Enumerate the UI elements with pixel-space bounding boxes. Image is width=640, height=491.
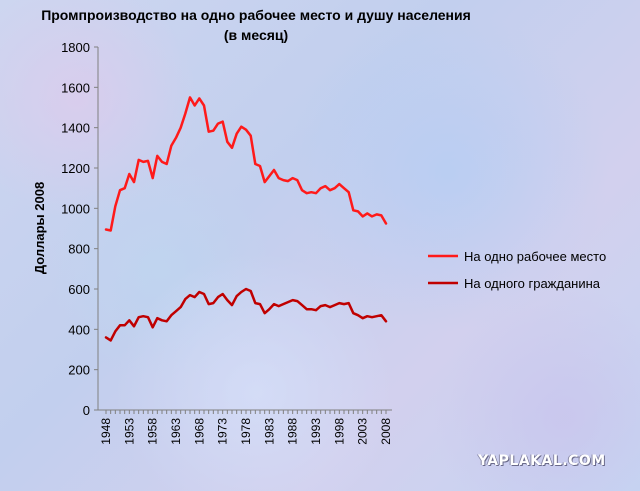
series-line-1 <box>104 96 388 232</box>
y-tick-label: 1800 <box>61 40 90 55</box>
y-ticks: 0 200 400 600 800 1000 1200 1400 1600 1800 <box>61 40 98 418</box>
x-tick-label: 1988 <box>286 418 300 445</box>
x-tick-label: 2003 <box>356 418 370 445</box>
x-tick-label: 1998 <box>332 418 346 445</box>
x-tick-label: 1983 <box>262 418 276 445</box>
y-tick-label: 1400 <box>61 121 90 136</box>
y-tick-label: 400 <box>68 322 90 337</box>
series-line-2 <box>104 287 388 342</box>
x-tick-label: 1973 <box>216 418 230 445</box>
legend: На одно рабочее место На одного гражданин… <box>428 249 606 291</box>
x-tick-label: 2008 <box>379 418 393 445</box>
y-axis-label: Доллары 2008 <box>32 182 47 274</box>
y-tick-label: 200 <box>68 363 90 378</box>
y-tick-label: 800 <box>68 242 90 257</box>
y-tick-label: 600 <box>68 282 90 297</box>
x-tick-label: 1948 <box>99 418 113 445</box>
x-tick-label: 1963 <box>169 418 183 445</box>
x-tick-label: 1953 <box>122 418 136 445</box>
watermark: YAPLAKAL.COM <box>478 453 606 469</box>
chart-title-line2: (в месяц) <box>224 27 288 43</box>
chart-title-line1: Промпроизводство на одно рабочее место и… <box>41 7 471 23</box>
x-tick-label: 1958 <box>146 418 160 445</box>
x-tick-label: 1968 <box>192 418 206 445</box>
x-tick-label: 1993 <box>309 418 323 445</box>
y-tick-label: 0 <box>83 403 90 418</box>
series-lines <box>104 96 388 342</box>
x-tick-label: 1978 <box>239 418 253 445</box>
axes <box>97 47 392 411</box>
y-tick-label: 1200 <box>61 161 90 176</box>
legend-label-1: На одно рабочее место <box>464 249 606 264</box>
y-tick-label: 1000 <box>61 201 90 216</box>
y-tick-label: 1600 <box>61 80 90 95</box>
legend-label-2: На одного гражданина <box>464 276 601 291</box>
x-ticks: 1948 1953 1958 1963 1968 1973 1978 1983 1988 1993… <box>99 410 393 445</box>
